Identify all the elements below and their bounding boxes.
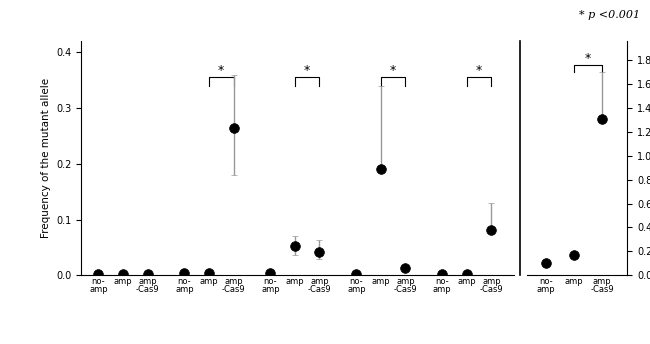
Y-axis label: Frequency of the mutant allele: Frequency of the mutant allele bbox=[40, 78, 51, 238]
Text: *: * bbox=[390, 64, 396, 77]
Text: * p <0.001: * p <0.001 bbox=[579, 10, 640, 20]
Text: *: * bbox=[304, 64, 310, 77]
Text: *: * bbox=[476, 64, 482, 77]
Text: *: * bbox=[585, 52, 592, 65]
Text: *: * bbox=[218, 64, 224, 77]
